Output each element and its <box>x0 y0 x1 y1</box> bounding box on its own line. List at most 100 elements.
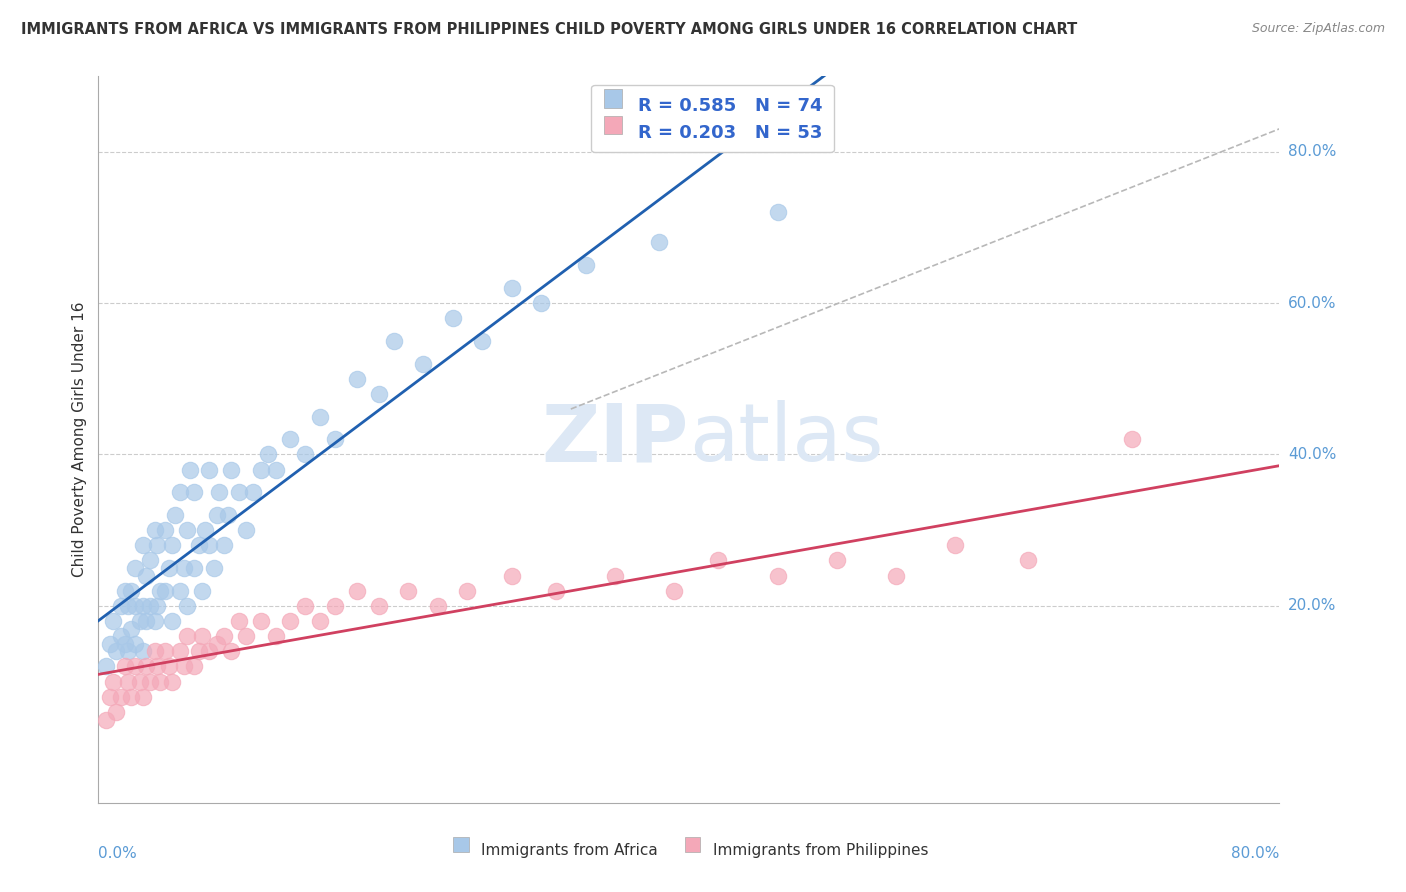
Point <box>120 690 142 704</box>
Point <box>153 644 176 658</box>
Point <box>132 538 155 552</box>
Point <box>346 583 368 598</box>
Point <box>198 538 221 552</box>
Point <box>212 629 235 643</box>
Point <box>309 409 332 424</box>
Point <box>132 690 155 704</box>
Text: atlas: atlas <box>689 401 883 478</box>
Point <box>124 637 146 651</box>
Point <box>105 644 128 658</box>
Point <box>575 258 598 272</box>
Point <box>212 538 235 552</box>
Point <box>605 568 627 582</box>
Point <box>457 583 479 598</box>
Point <box>183 485 205 500</box>
Point <box>235 523 257 537</box>
Point <box>198 462 221 476</box>
Point <box>146 659 169 673</box>
Point <box>114 659 136 673</box>
Y-axis label: Child Poverty Among Girls Under 16: Child Poverty Among Girls Under 16 <box>72 301 87 577</box>
Point <box>183 659 205 673</box>
Point <box>398 583 420 598</box>
Point <box>169 644 191 658</box>
Point <box>221 644 243 658</box>
Point <box>648 235 671 250</box>
Point <box>368 387 391 401</box>
Point <box>110 629 132 643</box>
Point <box>117 644 139 658</box>
Point <box>157 561 180 575</box>
Point <box>157 659 180 673</box>
Point <box>128 674 150 689</box>
Point <box>707 553 730 567</box>
Point <box>162 674 183 689</box>
Point <box>280 432 302 446</box>
Text: 20.0%: 20.0% <box>1288 599 1336 614</box>
Text: Source: ZipAtlas.com: Source: ZipAtlas.com <box>1251 22 1385 36</box>
Point <box>501 281 523 295</box>
Point <box>103 674 125 689</box>
Point <box>153 523 176 537</box>
Point <box>124 561 146 575</box>
Point <box>280 614 302 628</box>
Point <box>546 583 568 598</box>
Point <box>1018 553 1040 567</box>
Point <box>135 568 157 582</box>
Point <box>165 508 187 522</box>
Point <box>143 644 166 658</box>
Point <box>825 553 848 567</box>
Point <box>132 599 155 613</box>
Point <box>766 568 789 582</box>
Point <box>412 357 434 371</box>
Text: IMMIGRANTS FROM AFRICA VS IMMIGRANTS FROM PHILIPPINES CHILD POVERTY AMONG GIRLS : IMMIGRANTS FROM AFRICA VS IMMIGRANTS FRO… <box>21 22 1077 37</box>
Point <box>143 523 166 537</box>
Point <box>176 629 198 643</box>
Point <box>264 629 287 643</box>
Point <box>187 538 209 552</box>
Point <box>501 568 523 582</box>
Point <box>766 205 789 219</box>
Point <box>124 599 146 613</box>
Point <box>179 462 201 476</box>
Text: 40.0%: 40.0% <box>1288 447 1336 462</box>
Point <box>205 637 228 651</box>
Legend: Immigrants from Africa, Immigrants from Philippines: Immigrants from Africa, Immigrants from … <box>443 836 935 864</box>
Text: ZIP: ZIP <box>541 401 689 478</box>
Point <box>183 561 205 575</box>
Point <box>382 334 405 348</box>
Point <box>309 614 332 628</box>
Point <box>153 583 176 598</box>
Point <box>117 599 139 613</box>
Point <box>221 462 243 476</box>
Text: 0.0%: 0.0% <box>98 847 138 862</box>
Point <box>149 583 172 598</box>
Point <box>146 538 169 552</box>
Text: 80.0%: 80.0% <box>1288 144 1336 159</box>
Point <box>162 538 183 552</box>
Point <box>117 674 139 689</box>
Point <box>323 599 346 613</box>
Point <box>323 432 346 446</box>
Point <box>169 485 191 500</box>
Point <box>1121 432 1143 446</box>
Point <box>202 561 225 575</box>
Point <box>176 599 198 613</box>
Point <box>173 561 195 575</box>
Point <box>114 583 136 598</box>
Point <box>217 508 239 522</box>
Point <box>187 644 209 658</box>
Point <box>176 523 198 537</box>
Point <box>169 583 191 598</box>
Point <box>228 614 250 628</box>
Point <box>294 447 316 461</box>
Point <box>173 659 195 673</box>
Point <box>135 614 157 628</box>
Point <box>664 583 686 598</box>
Point <box>242 485 264 500</box>
Point <box>943 538 966 552</box>
Point <box>162 614 183 628</box>
Point <box>98 637 121 651</box>
Point <box>94 713 117 727</box>
Point <box>94 659 117 673</box>
Point <box>139 599 162 613</box>
